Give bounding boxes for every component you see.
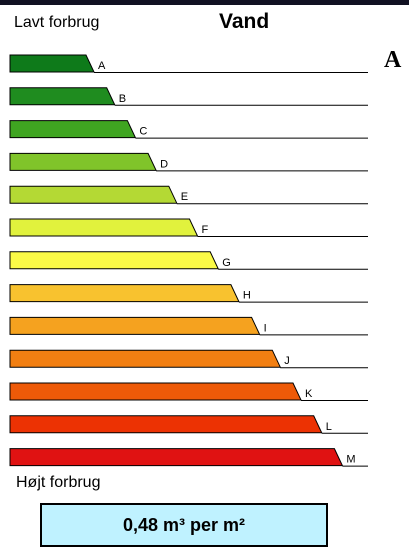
rating-letter: A — [384, 47, 402, 73]
scale-row-c: C — [9, 120, 368, 139]
scale-letter: B — [119, 93, 126, 105]
scale-row-l: L — [9, 415, 368, 434]
scale-bar-m — [9, 448, 344, 467]
scale-letter: M — [346, 454, 355, 466]
scale-letter: C — [139, 126, 147, 138]
scale-row-k: K — [9, 382, 368, 401]
scale-letter: H — [243, 290, 251, 302]
low-consumption-label: Lavt forbrug — [14, 14, 100, 31]
scale-bar-k — [9, 382, 302, 401]
scale-letter: A — [98, 60, 106, 72]
scale-letter: G — [222, 257, 231, 269]
scale-row-h: H — [9, 284, 368, 303]
scale-row-d: D — [9, 152, 368, 172]
scale-bar-j — [9, 349, 282, 368]
scale-bar-l — [9, 415, 323, 434]
scale-row-e: E — [9, 185, 368, 205]
scale-bar-f — [9, 218, 199, 237]
scale-row-g: G — [9, 251, 368, 270]
scale-row-i: I — [9, 316, 368, 336]
scale-letter: E — [181, 191, 188, 203]
scale-letter: K — [305, 388, 313, 400]
scale-letter: I — [264, 322, 267, 334]
scale-bar-d — [9, 152, 157, 171]
scale-row-b: B — [9, 87, 368, 106]
scale-letter: J — [284, 355, 290, 367]
scale-row-j: J — [9, 349, 368, 369]
consumption-value-box: 0,48 m³ per m² — [40, 503, 328, 547]
scale-bar-h — [9, 284, 240, 303]
scale-row-m: M — [9, 448, 368, 467]
energy-scale: A B C D E F G H I J K L M — [9, 54, 368, 467]
scale-row-f: F — [9, 218, 368, 237]
scale-bar-b — [9, 87, 116, 106]
scale-letter: L — [326, 421, 332, 433]
scale-bar-g — [9, 251, 219, 270]
page-title: Vand — [219, 10, 270, 33]
top-rule — [0, 0, 409, 5]
scale-letter: D — [160, 158, 168, 170]
scale-bar-c — [9, 120, 137, 139]
scale-row-a: A — [9, 54, 368, 73]
scale-bar-a — [9, 54, 95, 73]
consumption-value: 0,48 m³ per m² — [122, 514, 246, 535]
scale-bar-e — [9, 185, 178, 204]
high-consumption-label: Højt forbrug — [16, 474, 101, 491]
scale-bar-i — [9, 316, 261, 335]
scale-letter: F — [202, 224, 209, 236]
